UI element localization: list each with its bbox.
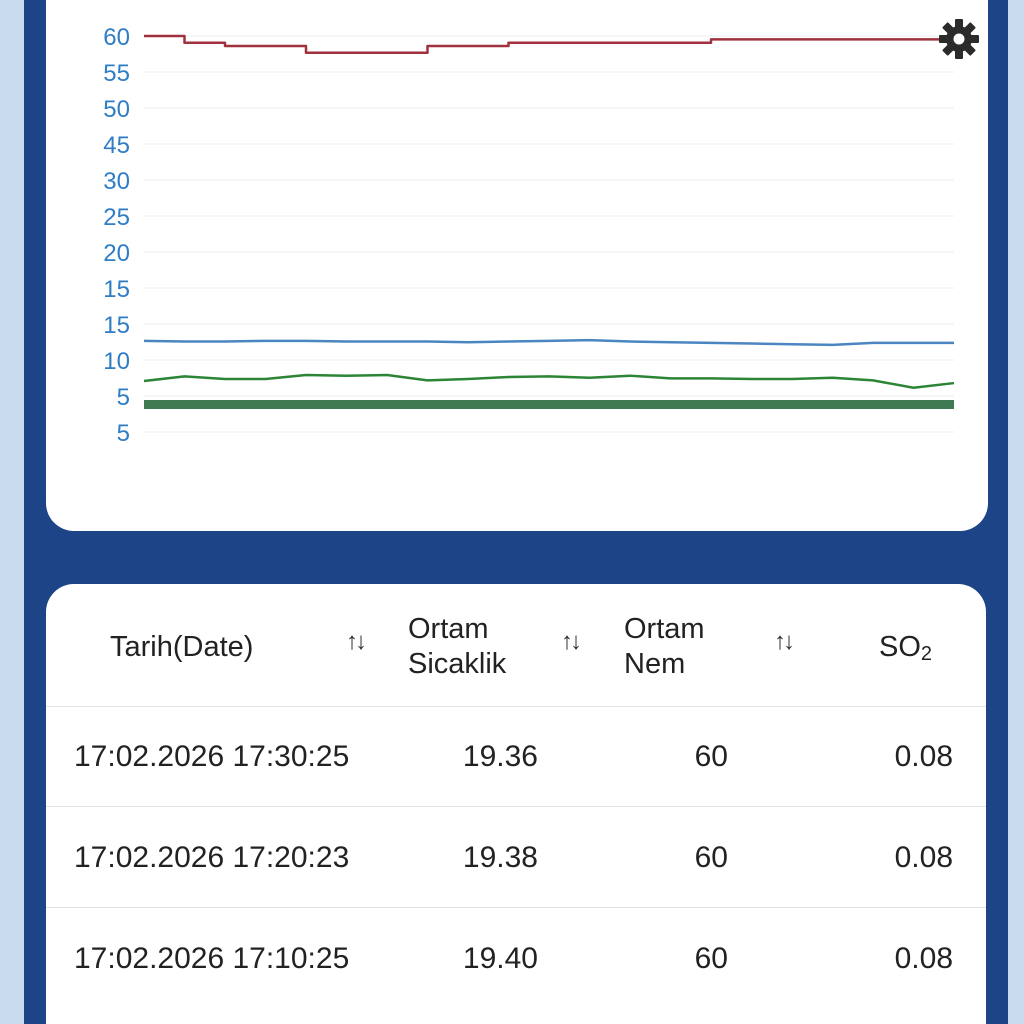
- header-temperature-line1: Ortam: [408, 613, 489, 645]
- y-tick-label: 5: [117, 384, 130, 411]
- header-so2-subscript: 2: [920, 643, 933, 665]
- header-humidity-line1: Ortam: [624, 613, 705, 645]
- y-tick-label: 30: [103, 168, 130, 195]
- header-humidity: Ortam Nem: [624, 612, 705, 682]
- table-header: Tarih(Date) ↑↓ Ortam Sicaklik ↑↓ Ortam N…: [46, 584, 986, 707]
- gear-icon[interactable]: [936, 16, 982, 62]
- y-tick-label: 25: [103, 204, 130, 231]
- header-temperature-line2: Sicaklik: [408, 648, 507, 680]
- series-line-3: [143, 373, 955, 389]
- cell-temperature: 19.36: [462, 740, 538, 773]
- y-tick-label: 60: [103, 24, 130, 51]
- header-so2: SO2: [879, 630, 932, 672]
- y-tick-label: 45: [103, 132, 130, 159]
- y-tick-label: 10: [103, 348, 130, 375]
- series-line-2: [143, 338, 954, 347]
- y-tick-label: 20: [103, 240, 130, 267]
- cell-date: 17:02.2026 17:30:25: [74, 740, 350, 773]
- cell-date: 17:02.2026 17:20:23: [74, 841, 350, 874]
- table-row[interactable]: 17:02.2026 17:20:23 19.38 60 0.08: [46, 807, 986, 908]
- sort-temperature-icon[interactable]: ↑↓: [561, 628, 582, 655]
- series-line-1: [144, 34, 956, 54]
- header-temperature: Ortam Sicaklik: [408, 612, 506, 682]
- cell-so2: 0.08: [894, 841, 953, 874]
- cell-humidity: 60: [694, 942, 728, 975]
- y-tick-label: 15: [103, 276, 130, 303]
- table-row[interactable]: 17:02.2026 17:30:25 19.36 60 0.08: [46, 706, 986, 807]
- cell-date: 17:02.2026 17:10:25: [74, 942, 350, 975]
- data-table: Tarih(Date) ↑↓ Ortam Sicaklik ↑↓ Ortam N…: [46, 584, 986, 1024]
- header-so2-label: SO: [879, 631, 921, 663]
- cell-humidity: 60: [694, 841, 728, 874]
- cell-so2: 0.08: [894, 942, 953, 975]
- table-row[interactable]: 17:02.2026 17:10:25 19.40 60 0.08: [46, 908, 986, 1008]
- cell-temperature: 19.40: [462, 942, 538, 975]
- sort-humidity-icon[interactable]: ↑↓: [774, 628, 795, 655]
- cell-so2: 0.08: [894, 740, 953, 773]
- header-date: Tarih(Date): [110, 631, 254, 663]
- y-tick-label: 5: [117, 420, 130, 447]
- y-tick-label: 50: [103, 96, 130, 123]
- y-tick-label: 55: [103, 60, 130, 87]
- cell-temperature: 19.38: [462, 841, 538, 874]
- chart-card: 60 55 50 45 30 25 20 15 15 10 5 5: [46, 0, 988, 531]
- y-tick-label: 15: [103, 312, 130, 339]
- header-humidity-line2: Nem: [624, 648, 686, 680]
- cell-humidity: 60: [694, 740, 728, 773]
- sort-date-icon[interactable]: ↑↓: [346, 628, 367, 655]
